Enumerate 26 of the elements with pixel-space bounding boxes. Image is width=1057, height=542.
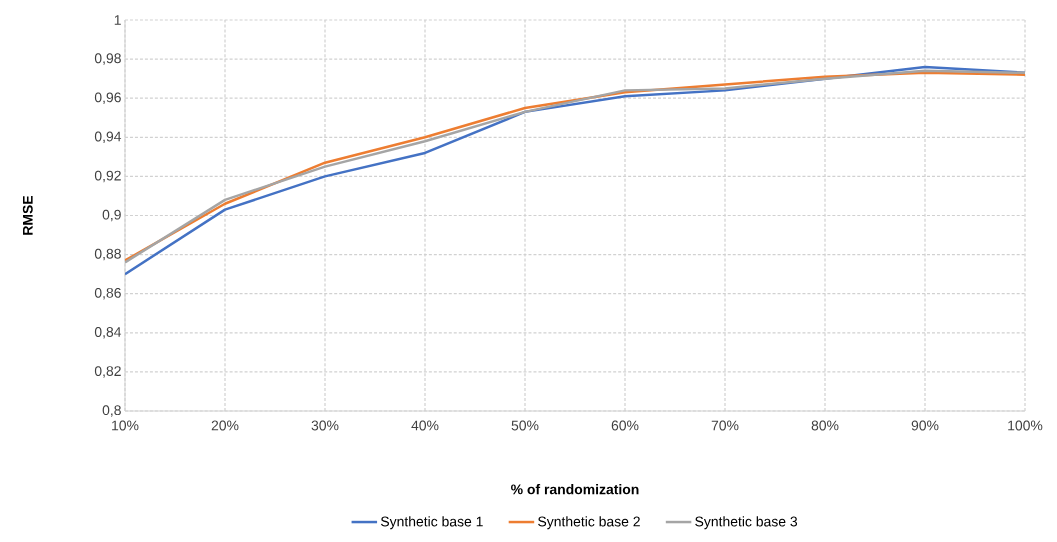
- x-axis-title: % of randomization: [511, 484, 639, 495]
- x-tick-label: 60%: [611, 420, 639, 431]
- legend-label: Synthetic base 2: [538, 516, 640, 530]
- y-tick-label: 1: [114, 15, 121, 25]
- x-tick-label: 80%: [811, 420, 839, 431]
- x-tick-label: 20%: [211, 420, 239, 431]
- y-tick-label: 0,98: [94, 53, 121, 65]
- legend-label: Synthetic base 3: [695, 516, 798, 530]
- y-tick-label: 0,96: [94, 92, 121, 104]
- y-tick-label: 0,92: [94, 170, 121, 183]
- y-tick-label: 0,8: [102, 405, 121, 417]
- y-tick-label: 0,84: [94, 327, 122, 339]
- y-tick-label: 0,82: [94, 366, 121, 378]
- x-tick-label: 10%: [112, 420, 139, 431]
- y-tick-label: 0,94: [94, 131, 122, 144]
- y-tick-label: 0,86: [94, 287, 121, 300]
- x-tick-label: 100%: [1008, 420, 1043, 431]
- y-axis-title: RMSE: [22, 195, 33, 235]
- x-tick-label: 70%: [711, 420, 739, 431]
- x-tick-label: 40%: [411, 420, 439, 431]
- x-tick-label: 30%: [311, 420, 339, 431]
- legend-label: Synthetic base 1: [380, 516, 483, 530]
- y-tick-label: 0,88: [94, 248, 121, 261]
- x-tick-label: 50%: [511, 420, 539, 431]
- y-tick-label: 0,9: [102, 209, 121, 222]
- x-tick-label: 90%: [911, 420, 939, 431]
